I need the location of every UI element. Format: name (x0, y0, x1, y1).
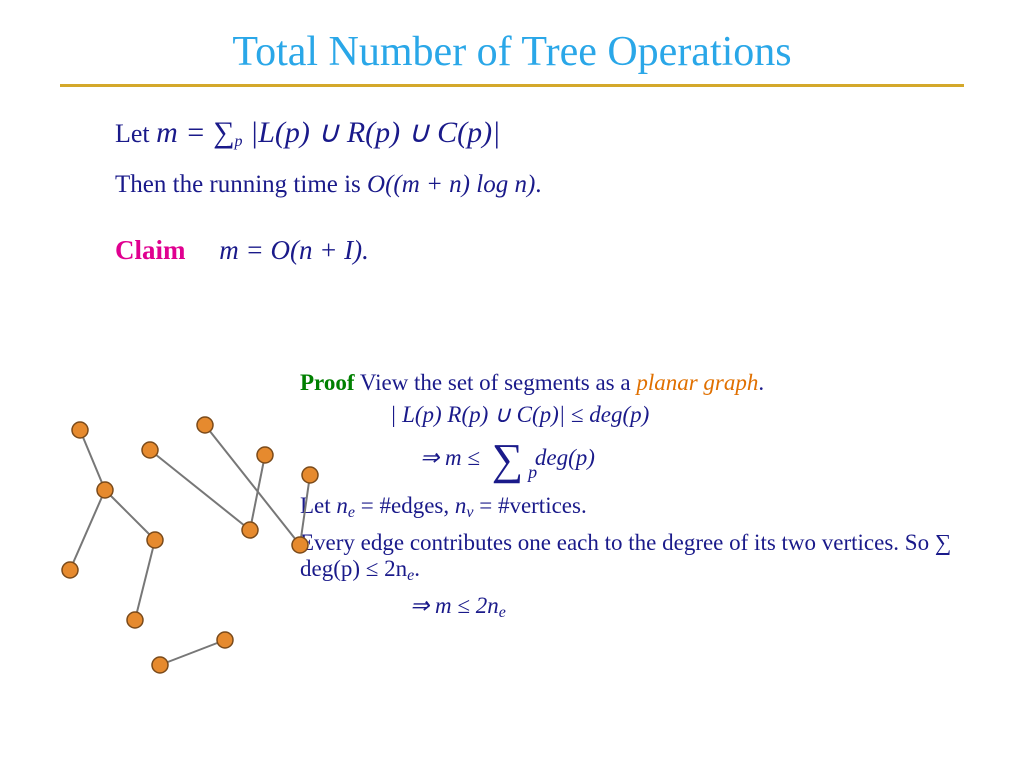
graph-node (97, 482, 113, 498)
p3-ne-sub: e (348, 504, 355, 521)
graph-nodes (62, 417, 318, 673)
line-then: Then the running time is O((m + n) log n… (115, 171, 964, 199)
graph-node (242, 522, 258, 538)
p3-mid1: = #edges, (355, 493, 455, 518)
graph-node (127, 612, 143, 628)
line-let: Let m = ∑p |L(p) ∪ R(p) ∪ C(p)| (115, 115, 964, 151)
let-math-rest: |L(p) ∪ R(p) ∪ C(p)| (242, 116, 500, 149)
graph-node (142, 442, 158, 458)
slide-title: Total Number of Tree Operations (0, 0, 1024, 84)
graph-node (197, 417, 213, 433)
graph-edge (105, 490, 155, 540)
graph-edge (300, 475, 310, 545)
claim-math: m = O(n + I). (219, 235, 369, 265)
let-math-m: m = ∑ (156, 116, 234, 149)
proof-intro: Proof View the set of segments as a plan… (300, 370, 1000, 396)
graph-edges (70, 425, 310, 665)
graph-node (217, 632, 233, 648)
then-math: O((m + n) log n) (367, 171, 535, 198)
proof-intro-pre: View the set of segments as a (355, 370, 637, 395)
graph-edge (70, 490, 105, 570)
graph-node (72, 422, 88, 438)
then-prefix: Then the running time is (115, 171, 367, 198)
p5-sub: e (499, 604, 506, 621)
p3-nv: n (455, 493, 467, 518)
proof-line3: Let ne = #edges, nv = #vertices. (300, 493, 1000, 522)
proof-line2: ⇒ m ≤ ∑p deg(p) (300, 434, 1000, 485)
p4-text: Every edge contributes one each to the d… (300, 530, 951, 581)
proof-line1: | L(p) R(p) ∪ C(p)| ≤ deg(p) (300, 402, 1000, 428)
proof-block: Proof View the set of segments as a plan… (300, 370, 1000, 628)
graph-node (302, 467, 318, 483)
claim-line: Claim m = O(n + I). (115, 235, 964, 266)
then-suffix: . (535, 171, 541, 198)
p4-suf: . (414, 556, 420, 581)
planar-graph-diagram (50, 390, 340, 690)
graph-node (257, 447, 273, 463)
graph-node (62, 562, 78, 578)
proof-line2-post: deg(p) (535, 445, 595, 470)
p3-mid2: = #vertices. (473, 493, 586, 518)
graph-node (152, 657, 168, 673)
p5-pre: ⇒ m ≤ 2n (410, 593, 499, 618)
proof-line2-pre: ⇒ m ≤ (420, 445, 486, 470)
proof-intro-suf: . (758, 370, 764, 395)
graph-edge (250, 455, 265, 530)
let-prefix: Let (115, 119, 156, 148)
proof-intro-em: planar graph (636, 370, 758, 395)
proof-line4: Every edge contributes one each to the d… (300, 530, 1000, 585)
graph-node (147, 532, 163, 548)
sum-icon: ∑p (492, 434, 523, 485)
graph-edge (80, 430, 105, 490)
graph-edge (160, 640, 225, 665)
claim-label: Claim (115, 235, 186, 265)
sum-sub: p (528, 462, 537, 483)
proof-line5: ⇒ m ≤ 2ne (300, 593, 1000, 622)
graph-edge (135, 540, 155, 620)
content-area: Let m = ∑p |L(p) ∪ R(p) ∪ C(p)| Then the… (0, 87, 1024, 266)
graph-node (292, 537, 308, 553)
